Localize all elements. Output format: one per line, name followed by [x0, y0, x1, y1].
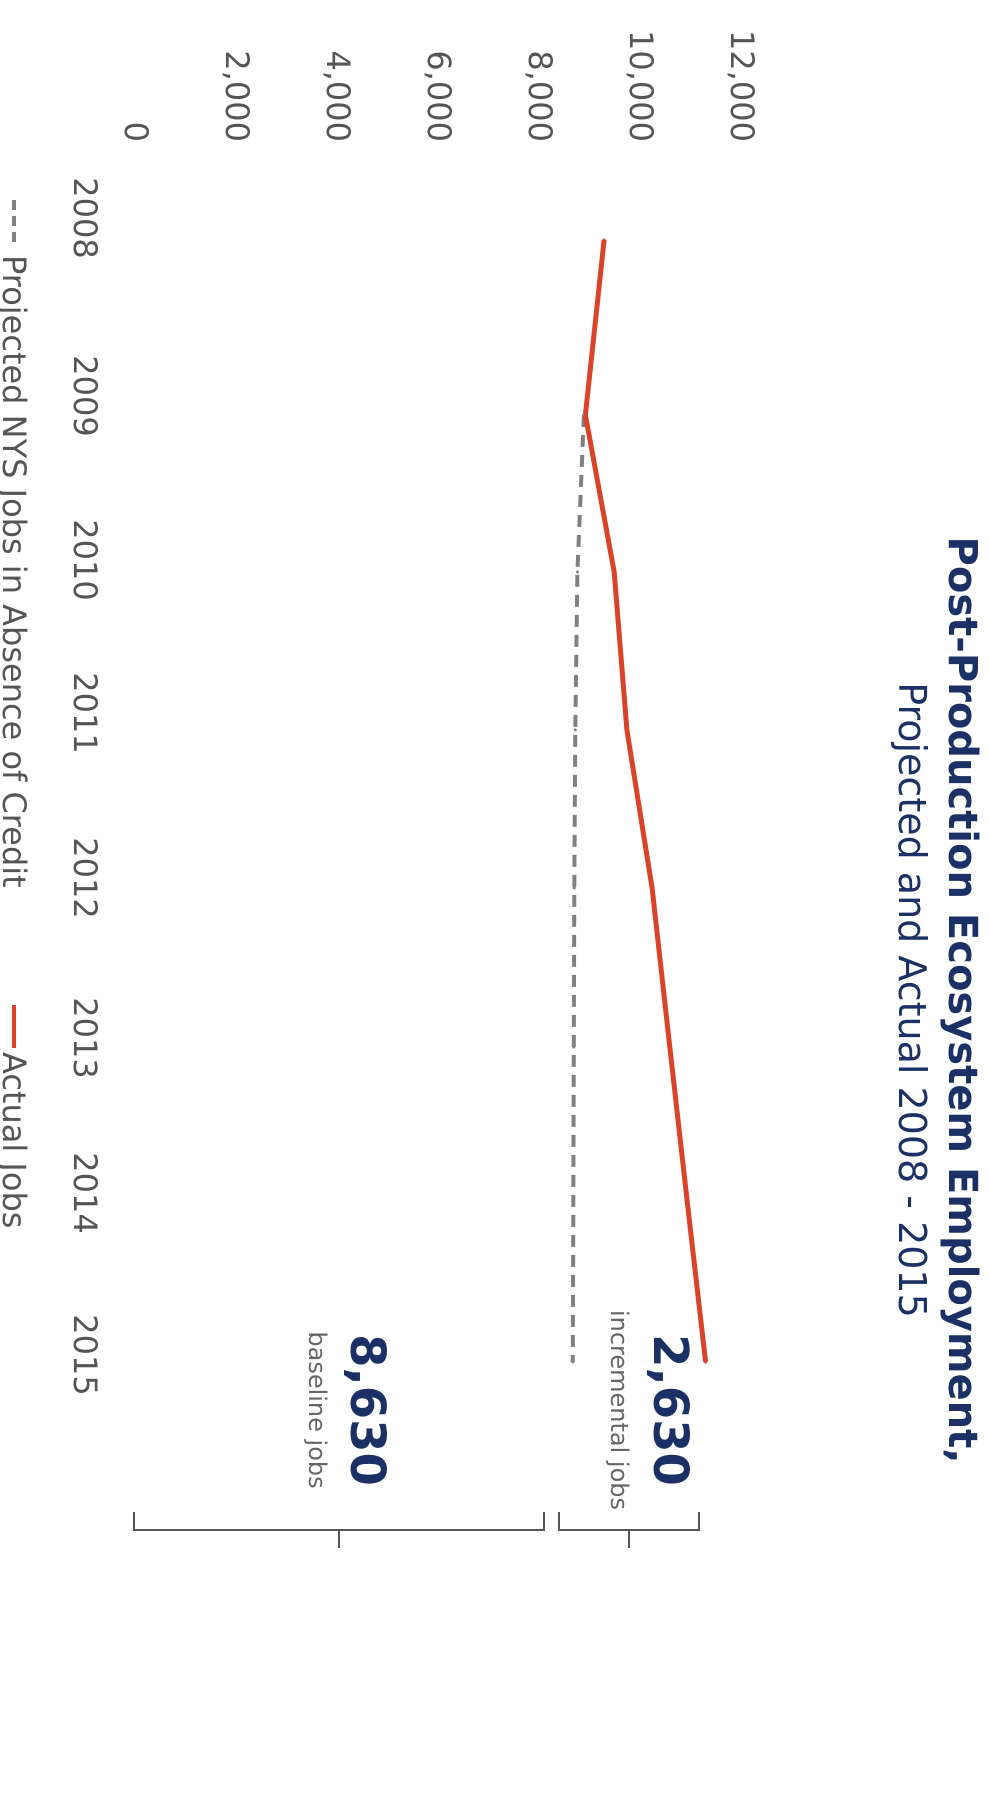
data-point-actual [612, 570, 616, 574]
data-point-projected [572, 1045, 576, 1049]
data-point-actual [704, 1360, 708, 1364]
data-point-projected [572, 886, 576, 890]
y-tick-label: 4,000 [319, 50, 357, 142]
data-point-projected [575, 570, 579, 574]
data-point-projected [571, 1202, 575, 1206]
chart-title: Post-Production Ecosystem Employment, [939, 537, 985, 1464]
incremental-jobs-label: incremental jobs [605, 1310, 633, 1510]
y-tick-label: 8,000 [521, 50, 559, 142]
data-point-actual [602, 238, 606, 242]
legend: Projected NYS Jobs in Absence of Credit … [0, 200, 33, 1228]
incremental-jobs-value: 2,630 [642, 1334, 698, 1486]
data-point-projected [573, 728, 577, 732]
baseline-jobs-label: baseline jobs [303, 1331, 331, 1488]
data-point-actual [583, 413, 587, 417]
x-tick-label: 2013 [66, 997, 104, 1078]
data-point-actual [650, 886, 654, 890]
chart-subtitle: Projected and Actual 2008 - 2015 [890, 682, 934, 1318]
y-tick-label: 6,000 [420, 50, 458, 142]
y-tick-label: 12,000 [723, 30, 761, 142]
data-point-actual [668, 1045, 672, 1049]
data-point-actual [625, 728, 629, 732]
legend-label-actual: Actual Jobs [0, 1052, 33, 1228]
y-tick-label: 2,000 [218, 50, 256, 142]
legend-label-projected: Projected NYS Jobs in Absence of Credit [0, 255, 33, 888]
series-line-actual [582, 239, 709, 1363]
x-tick-label: 2014 [66, 1152, 104, 1233]
x-tick-label: 2009 [66, 355, 104, 436]
data-points [571, 238, 708, 1364]
x-tick-label: 2011 [66, 672, 104, 753]
x-axis-ticks: 2008 2009 2010 2011 2012 2013 2014 2015 [66, 177, 104, 1395]
baseline-jobs-bracket [133, 1512, 545, 1548]
x-tick-label: 2008 [66, 177, 104, 258]
incremental-jobs-bracket [558, 1512, 700, 1548]
baseline-jobs-value: 8,630 [339, 1334, 395, 1486]
y-tick-label: 10,000 [622, 30, 660, 142]
y-tick-label: 0 [117, 122, 155, 142]
data-point-projected [571, 1360, 575, 1364]
data-point-actual [686, 1202, 689, 1206]
x-tick-label: 2010 [66, 519, 104, 600]
x-tick-label: 2015 [66, 1314, 104, 1395]
y-axis-ticks: 0 2,000 4,000 6,000 8,000 10,000 12,000 [117, 30, 761, 142]
x-tick-label: 2012 [66, 837, 104, 918]
